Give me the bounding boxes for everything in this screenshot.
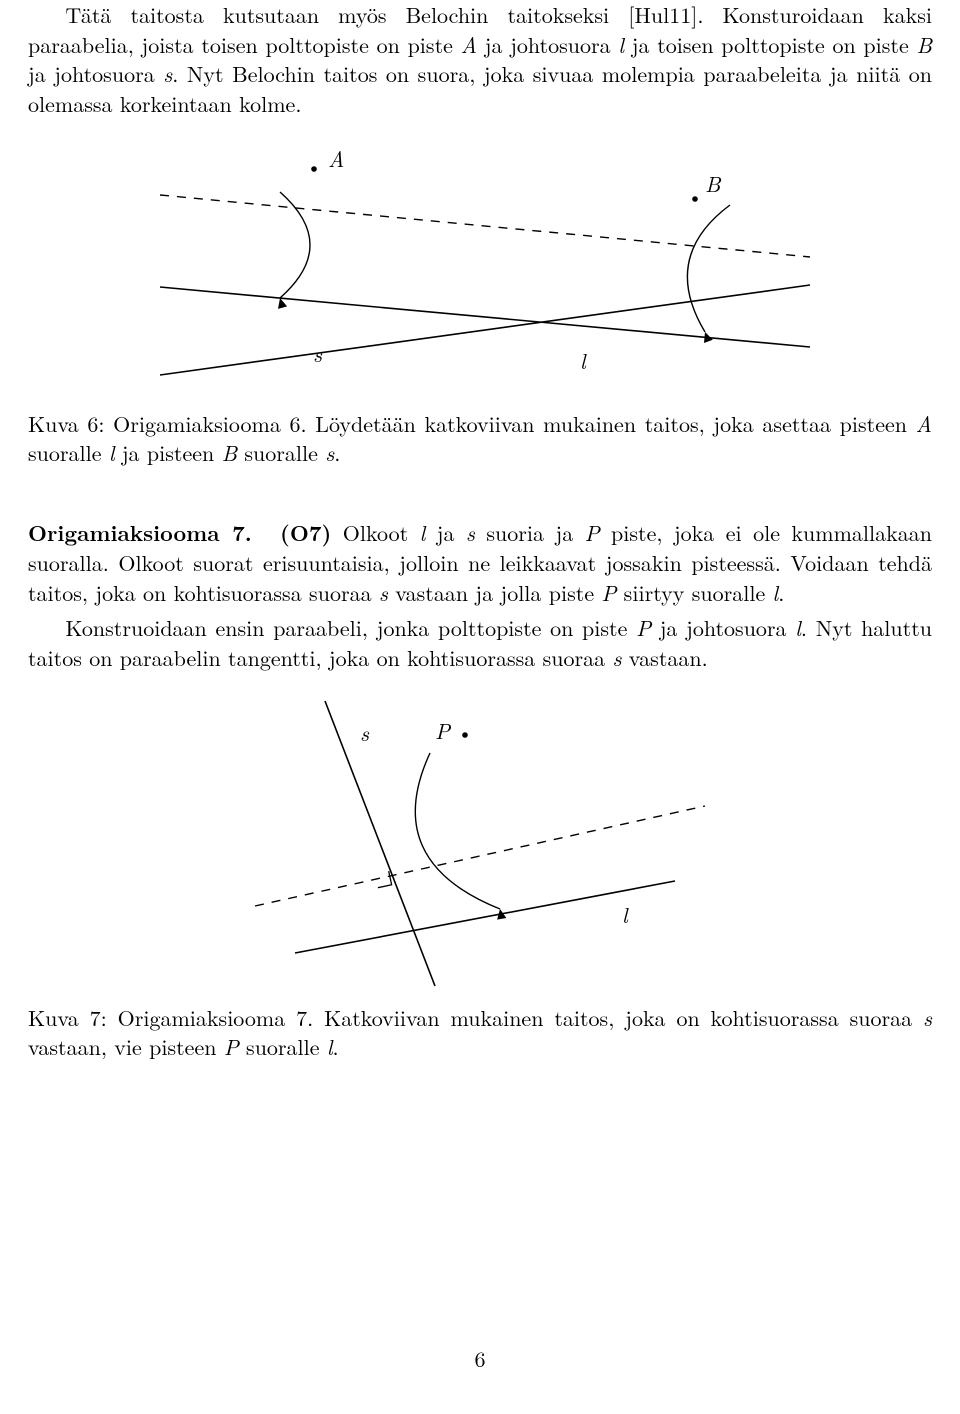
page-number: 6 (0, 1344, 960, 1374)
text: vastaan, vie pisteen (28, 1031, 224, 1062)
text: ja toisen polttopiste on piste (624, 29, 916, 60)
symbol-A: A (461, 29, 477, 60)
svg-text:s: s (360, 717, 370, 748)
text: Konstruoidaan ensin paraabeli, jonka pol… (65, 612, 636, 643)
symbol-s: s (923, 1002, 932, 1033)
svg-text:P: P (435, 715, 452, 746)
text: Olkoot (331, 517, 419, 548)
svg-text:A: A (328, 143, 344, 174)
text: ja (425, 517, 466, 548)
figure-6: A Bs l (130, 137, 830, 397)
text: ja johtosuora (28, 58, 163, 89)
symbol-A: A (916, 408, 932, 439)
text: suoralle (239, 1031, 327, 1062)
symbol-B: B (222, 437, 238, 468)
text: . (334, 437, 340, 468)
symbol-P: P (636, 612, 651, 643)
text: suoralle (28, 437, 109, 468)
text: . (778, 577, 784, 608)
text: . (333, 1031, 339, 1062)
symbol-s: s (466, 517, 475, 548)
label-o7 (263, 517, 280, 548)
paragraph-axiom7: Origamiaksiooma 7. (O7) Olkoot l ja s su… (28, 518, 932, 607)
symbol-P: P (224, 1031, 239, 1062)
symbol-P: P (585, 517, 600, 548)
text: siirtyy suoralle (616, 577, 772, 608)
svg-text:B: B (705, 168, 722, 199)
text: Kuva 7: Origamiaksiooma 7. Katkoviivan m… (28, 1002, 923, 1033)
spacer (28, 496, 932, 518)
figure-7: s Pl (220, 691, 740, 991)
caption-7: Kuva 7: Origamiaksiooma 7. Katkoviivan m… (28, 1003, 932, 1062)
svg-text:l: l (622, 899, 629, 930)
svg-text:l: l (580, 345, 587, 376)
text: ja pisteen (115, 437, 222, 468)
text: vastaan. (621, 642, 707, 673)
symbol-P: P (601, 577, 616, 608)
symbol-B: B (917, 29, 933, 60)
text: suoria ja (475, 517, 585, 548)
text: vastaan ja jolla piste (388, 577, 602, 608)
text: Kuva 6: Origamiaksiooma 6. Löydetään kat… (28, 408, 916, 439)
paragraph-construction: Konstruoidaan ensin paraabeli, jonka pol… (28, 613, 932, 672)
svg-text:s: s (313, 338, 323, 369)
caption-6: Kuva 6: Origamiaksiooma 6. Löydetään kat… (28, 409, 932, 468)
label-o7-text: (O7) (280, 517, 331, 548)
paragraph-1: Tätä taitosta kutsutaan myös Belochin ta… (28, 0, 932, 119)
text: ja johtosuora (651, 612, 795, 643)
symbol-s: s (163, 58, 172, 89)
text: suoralle (237, 437, 325, 468)
symbol-s: s (379, 577, 388, 608)
page: Tätä taitosta kutsutaan myös Belochin ta… (0, 0, 960, 1414)
symbol-s: s (325, 437, 334, 468)
text: ja johtosuora (477, 29, 618, 60)
heading-axiom7: Origamiaksiooma 7. (28, 517, 252, 548)
